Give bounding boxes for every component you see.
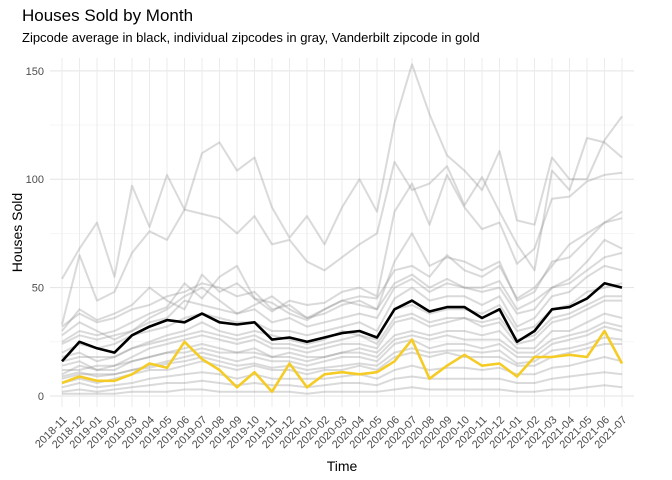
individual-zipcode-line: [62, 384, 623, 395]
individual-zipcode-line: [61, 343, 622, 384]
individual-zipcode-line: [61, 282, 623, 363]
individual-zipcode-line: [61, 356, 623, 389]
y-tick-label: 150: [26, 66, 44, 78]
individual-zipcode-line: [61, 171, 623, 332]
zipcode-average-line: [61, 281, 623, 363]
individual-zipcode-line: [61, 210, 623, 328]
y-tick-labels: 0 50 100 150: [26, 66, 44, 403]
individual-zipcode-line: [61, 312, 623, 376]
individual-zipcode-line: [61, 217, 623, 343]
individual-zipcode-line: [61, 371, 623, 393]
individual-zipcode-line: [61, 63, 623, 280]
x-tick-labels: 2018-112018-122019-012019-022019-032019-…: [33, 414, 629, 451]
individual-zipcode-line: [61, 137, 623, 325]
individual-zipcode-line: [61, 295, 622, 363]
highlight-lines: [61, 281, 624, 394]
y-tick-label: 100: [26, 174, 44, 186]
y-tick-label: 0: [38, 391, 44, 403]
individual-zipcode-line: [61, 299, 622, 371]
individual-zipcode-line: [61, 251, 623, 345]
y-tick-label: 50: [32, 283, 44, 295]
individual-zipcode-line: [61, 264, 623, 354]
y-axis-title: Houses Sold: [9, 193, 25, 272]
chart-title: Houses Sold by Month: [22, 6, 194, 25]
individual-zipcode-lines: [61, 63, 623, 395]
chart-subtitle: Zipcode average in black, individual zip…: [22, 30, 480, 45]
x-axis-title: Time: [327, 458, 358, 474]
individual-zipcode-line: [61, 238, 623, 341]
vanderbilt-zipcode-line: [61, 329, 624, 394]
grid-layer: [50, 58, 634, 407]
individual-zipcode-line: [62, 321, 623, 371]
